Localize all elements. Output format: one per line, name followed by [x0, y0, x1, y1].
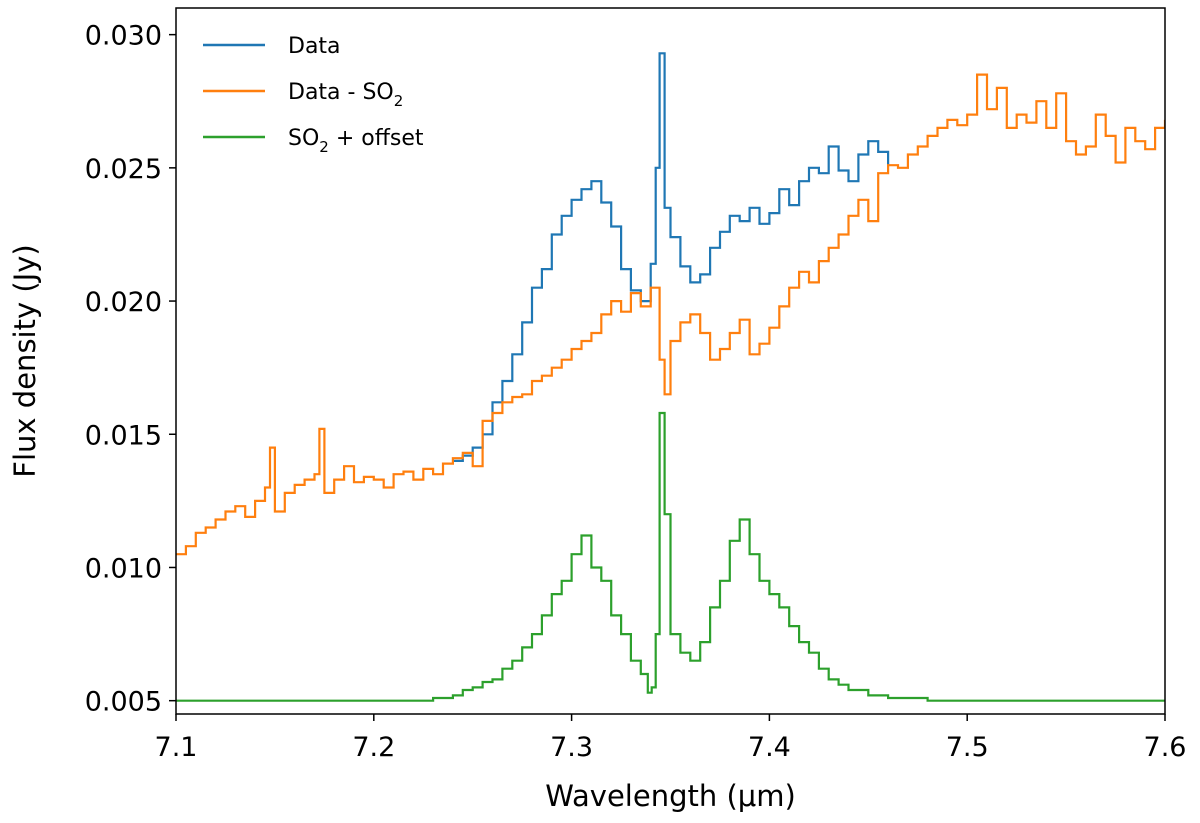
x-tick-label: 7.5 [946, 732, 989, 763]
y-tick-label: 0.015 [85, 420, 162, 451]
x-tick-label: 7.4 [748, 732, 791, 763]
series-layer [176, 52, 1165, 702]
legend-label-tail: + offset [329, 126, 424, 151]
y-axis-label: Flux density (Jy) [8, 244, 42, 477]
x-tick-label: 7.6 [1144, 732, 1187, 763]
legend-label: SO2 + offset [288, 126, 424, 156]
y-tick-label: 0.025 [85, 154, 162, 185]
plot-frame [175, 7, 1166, 715]
series-line-1 [176, 73, 1165, 556]
y-tick-label: 0.020 [85, 287, 162, 318]
legend-label: Data - SO2 [288, 80, 403, 110]
legend-entry-0: Data [203, 34, 341, 59]
legend-label-main: Data - SO [288, 80, 394, 105]
legend-entry-1: Data - SO2 [203, 80, 403, 110]
axes-layer: 7.1 7.2 7.3 7.4 7.5 7.6 0.005 0.010 0.015 0.020 0.… [8, 7, 1187, 813]
legend-label-main: SO [288, 126, 319, 151]
y-tick-label: 0.030 [85, 21, 162, 52]
legend-label-main: Data [288, 34, 341, 59]
x-tick-label: 7.1 [155, 732, 198, 763]
legend-label: Data [288, 34, 341, 59]
y-tick-label: 0.010 [85, 553, 162, 584]
x-axis-label: Wavelength (μm) [545, 779, 796, 813]
y-tick-label: 0.005 [85, 687, 162, 718]
legend-label-sub: 2 [319, 138, 329, 156]
legend-label-sub: 2 [394, 92, 404, 110]
x-tick-label: 7.2 [352, 732, 395, 763]
legend-entry-2: SO2 + offset [203, 126, 424, 156]
series-line-0 [452, 52, 890, 462]
x-tick-label: 7.3 [550, 732, 593, 763]
series-line-2 [176, 411, 1165, 702]
